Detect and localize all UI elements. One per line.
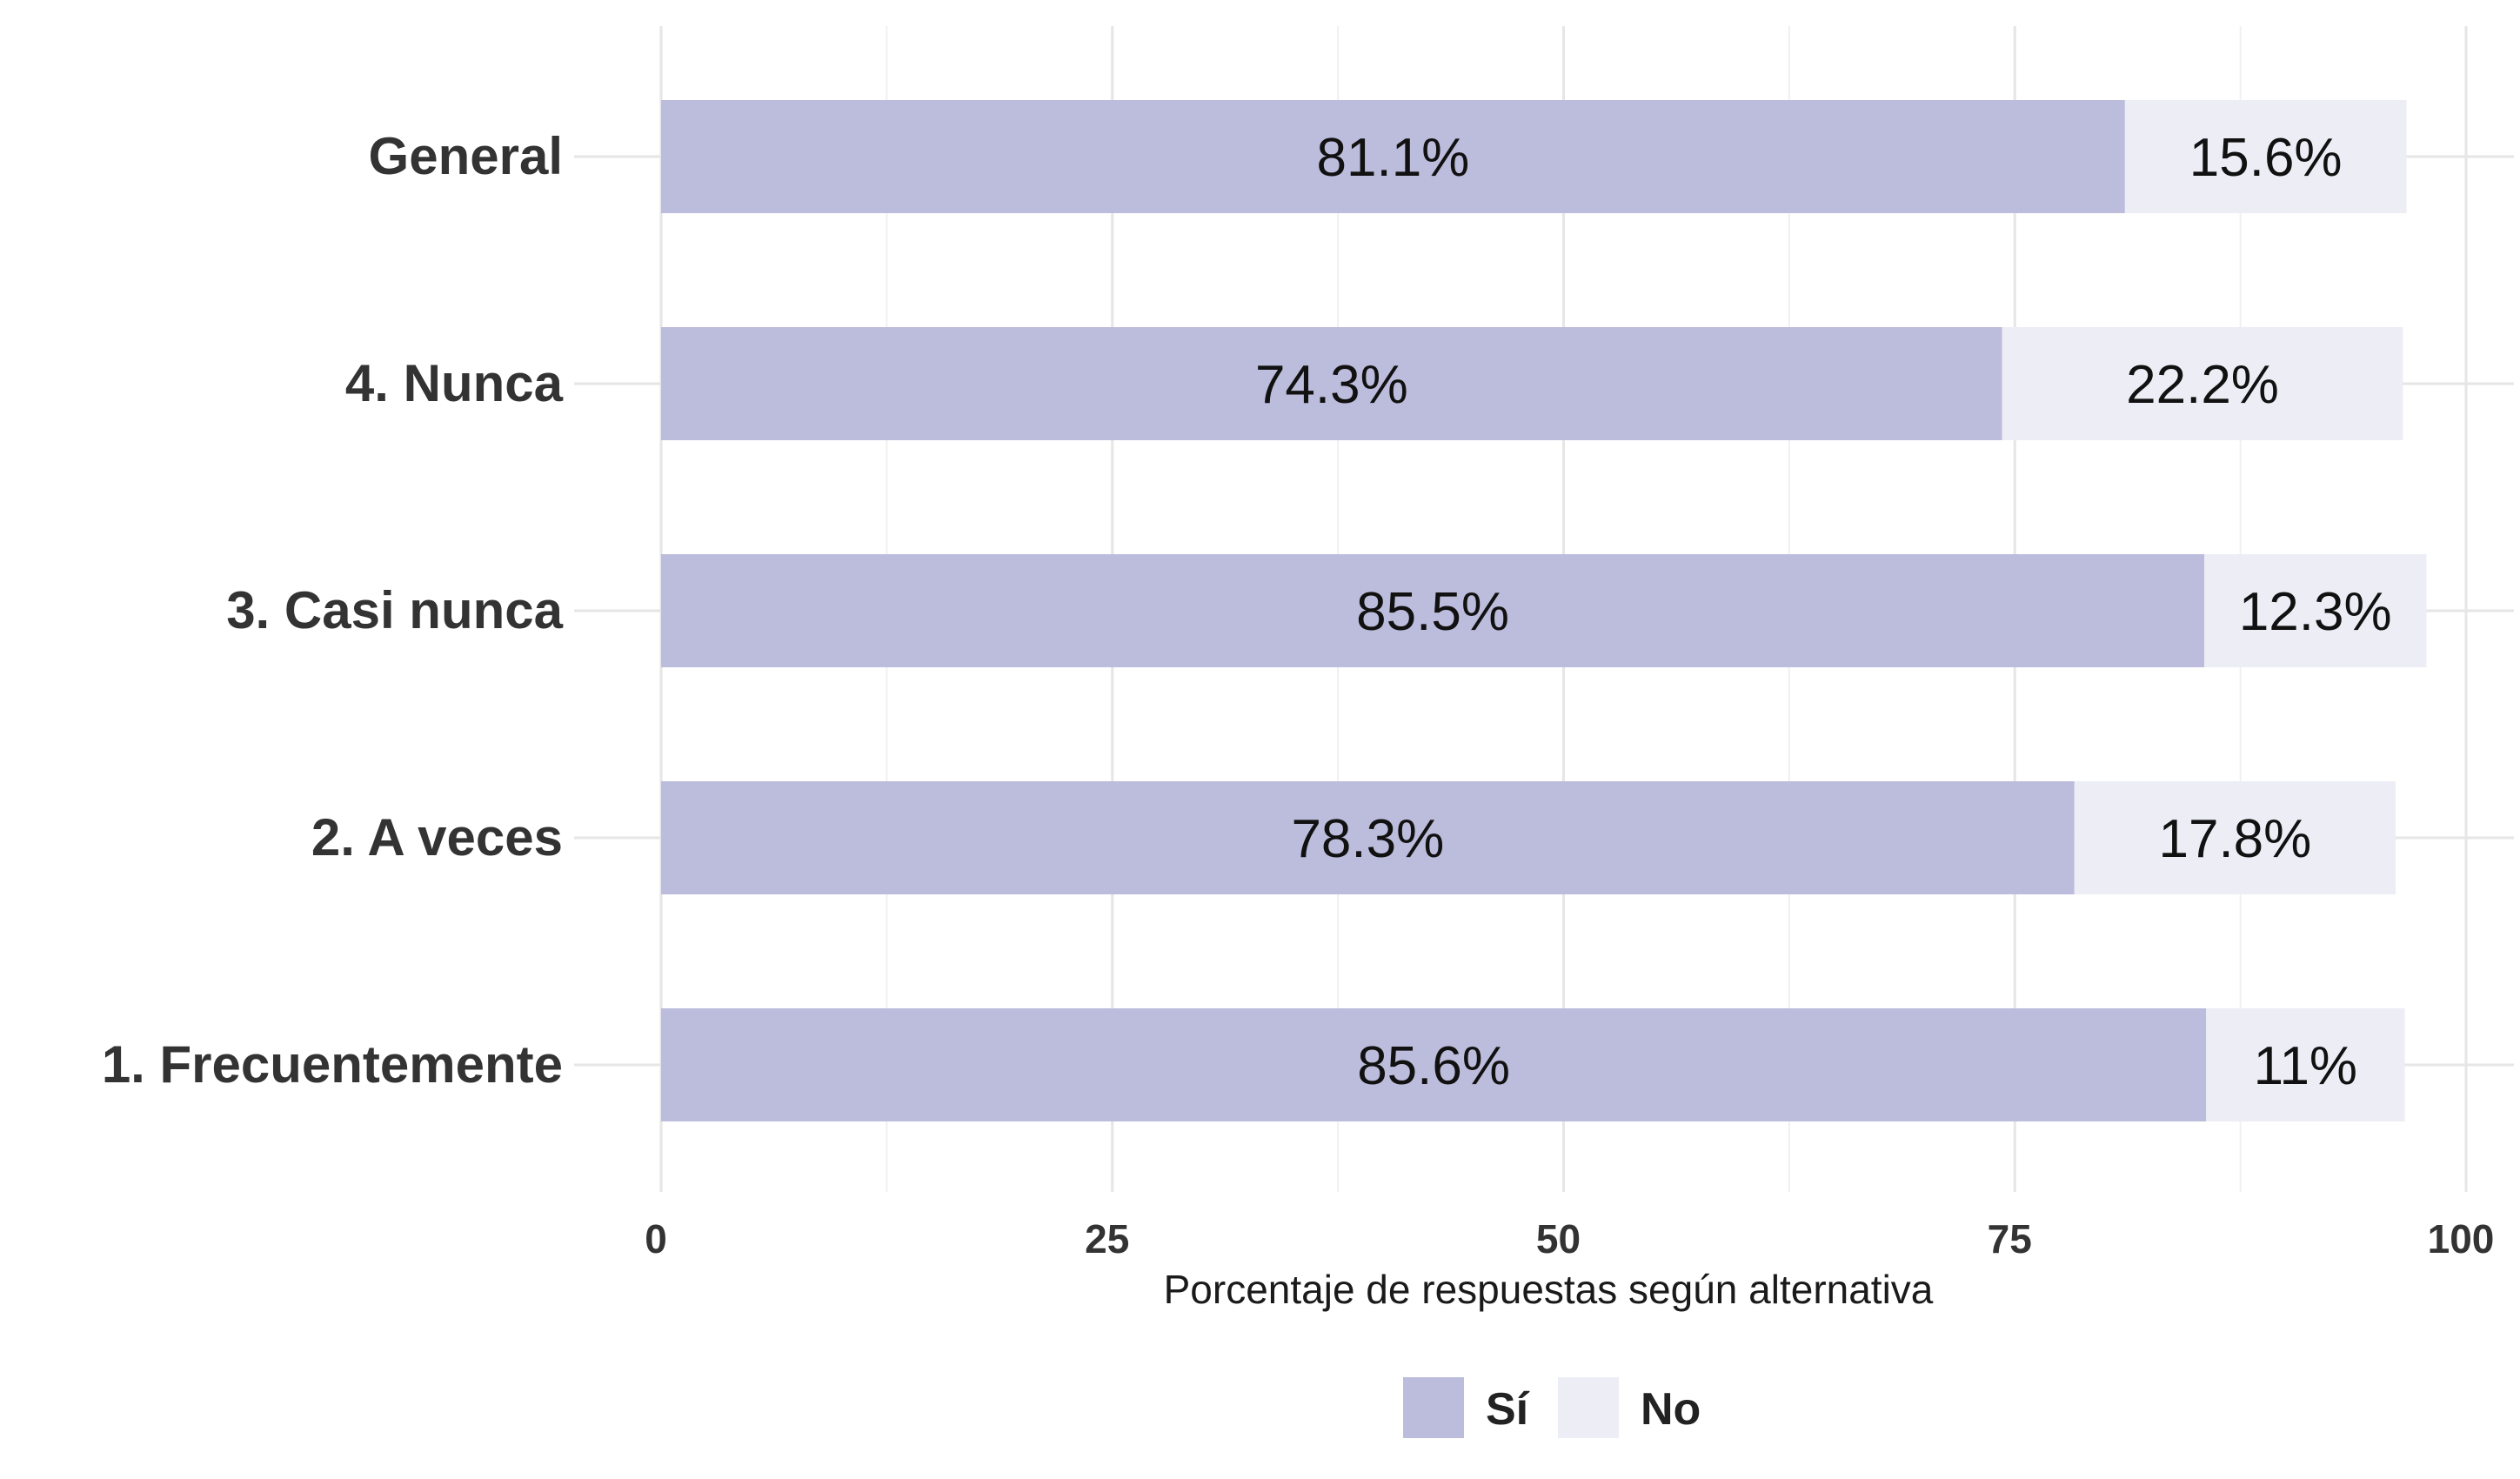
x-axis-ticks: 0 25 50 75 100 — [645, 1216, 2494, 1262]
bar-segment — [661, 554, 2205, 667]
data-label: 74.3% — [1255, 355, 1408, 415]
bar-segment — [2204, 554, 2427, 667]
category-label: General — [369, 127, 563, 185]
bar-segment — [661, 100, 2125, 213]
bar-segment — [2074, 781, 2396, 894]
legend-label: No — [1641, 1384, 1701, 1435]
data-label: 78.3% — [1291, 809, 1444, 869]
category-labels: General 4. Nunca 3. Casi nunca 2. A veces 1.… — [102, 127, 564, 1094]
x-tick-label: 100 — [2428, 1216, 2495, 1262]
legend-label: Sí — [1486, 1384, 1530, 1435]
data-label: 85.6% — [1357, 1036, 1510, 1096]
x-tick-label: 75 — [1988, 1216, 2032, 1262]
bar-segment — [2206, 1008, 2405, 1121]
x-tick-label: 0 — [645, 1216, 667, 1262]
bars: 81.1% 15.6% 74.3% 22.2% 85.5% 12.3% 78.3% 17.8%… — [661, 100, 2427, 1121]
legend-swatch — [1403, 1377, 1464, 1438]
data-label: 22.2% — [2126, 355, 2279, 415]
legend: Sí No — [1403, 1377, 1701, 1438]
bar-segment — [2002, 327, 2403, 440]
bar-segment — [661, 781, 2075, 894]
category-label: 4. Nunca — [345, 354, 564, 412]
data-label: 11% — [2254, 1036, 2358, 1096]
data-label: 85.5% — [1356, 582, 1509, 642]
data-label: 15.6% — [2189, 128, 2343, 188]
category-label: 1. Frecuentemente — [102, 1035, 563, 1094]
data-label: 17.8% — [2158, 809, 2311, 869]
legend-swatch — [1558, 1377, 1619, 1438]
data-label: 81.1% — [1317, 128, 1470, 188]
x-tick-label: 25 — [1085, 1216, 1129, 1262]
bar-segment — [661, 327, 2002, 440]
bar-segment — [2124, 100, 2407, 213]
category-label: 3. Casi nunca — [226, 581, 563, 639]
x-tick-label: 50 — [1536, 1216, 1581, 1262]
bar-segment — [661, 1008, 2207, 1121]
data-label: 12.3% — [2239, 582, 2392, 642]
x-axis-title: Porcentaje de respuestas según alternati… — [1164, 1267, 1934, 1312]
category-label: 2. A veces — [311, 808, 563, 867]
